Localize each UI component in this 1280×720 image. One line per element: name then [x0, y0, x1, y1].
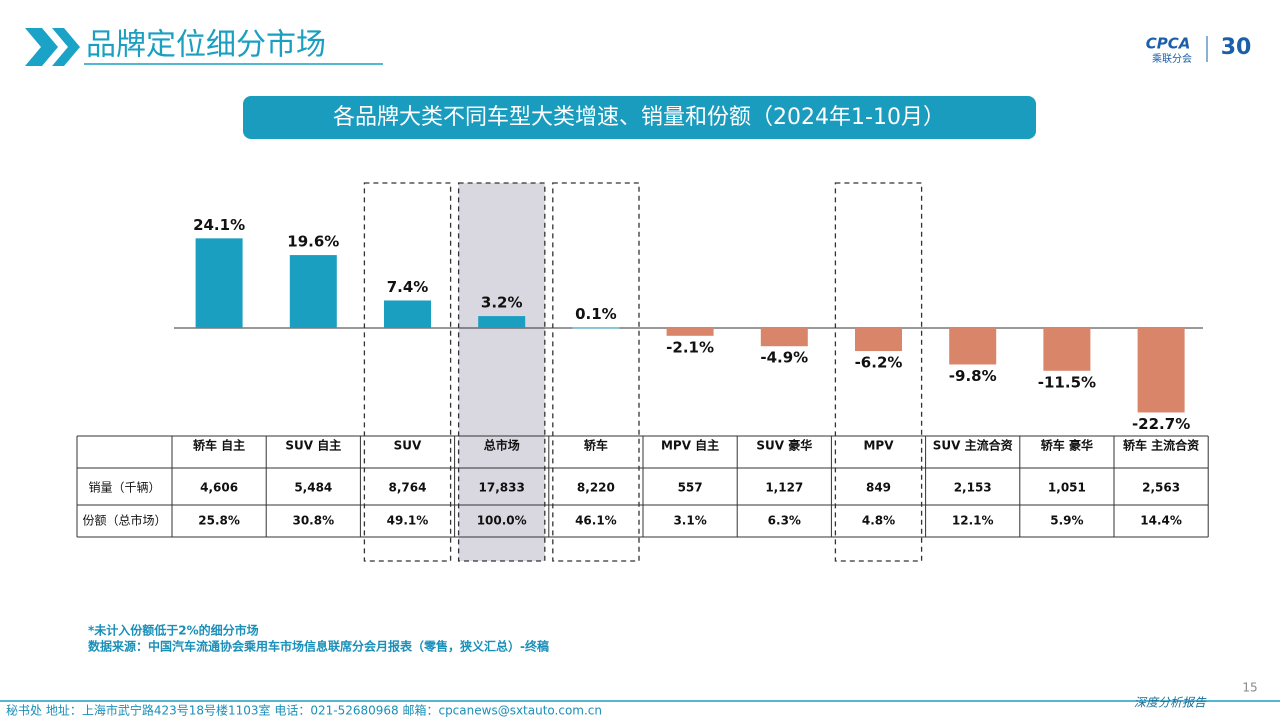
- note: 数据来源：中国汽车流通协会乘用车市场信息联席分会月报表（零售，狭义汇总）-终稿: [88, 639, 549, 654]
- bar: [384, 300, 431, 328]
- anniversary: 30: [1221, 35, 1252, 60]
- table-cell: 1,051: [1048, 481, 1086, 495]
- table-cell: 557: [678, 481, 703, 495]
- value-label: -22.7%: [1132, 415, 1190, 433]
- highlight-box: [552, 182, 640, 562]
- table-cell: 100.0%: [477, 514, 527, 528]
- table-cell: 3.1%: [673, 514, 706, 528]
- bar: [289, 255, 337, 328]
- table-cell: 25.8%: [198, 514, 240, 528]
- column-header: MPV 自主: [661, 438, 719, 453]
- table-cell: 17,833: [479, 481, 525, 495]
- table-cell: 5.9%: [1050, 514, 1083, 528]
- chevron-icon: [25, 28, 80, 66]
- footer-address: 秘书处 地址：上海市武宁路423号18号楼1103室 电话：021-526809…: [6, 703, 602, 718]
- column-header: SUV: [394, 439, 422, 453]
- table-cell: 12.1%: [952, 514, 994, 528]
- column-header: SUV 主流合资: [933, 438, 1013, 453]
- logo-sub: 乘联分会: [1152, 52, 1192, 65]
- table-cell: 8,764: [389, 481, 427, 495]
- table-cell: 46.1%: [575, 514, 617, 528]
- table-cell: 5,484: [294, 481, 332, 495]
- table-cell: 8,220: [577, 481, 615, 495]
- column-header: 轿车 主流合资: [1123, 438, 1199, 453]
- table-cell: 2,153: [954, 481, 992, 495]
- value-label: 19.6%: [287, 233, 339, 251]
- page-title: 品牌定位细分市场: [86, 28, 326, 63]
- table-cell: 14.4%: [1140, 514, 1182, 528]
- bar: [666, 328, 714, 336]
- column-header: 总市场: [484, 438, 520, 453]
- value-label: 7.4%: [387, 278, 429, 296]
- note: *未计入份额低于2%的细分市场: [88, 623, 259, 638]
- table-cell: 849: [866, 481, 891, 495]
- page-number: 15: [1242, 681, 1257, 695]
- value-label: -11.5%: [1038, 373, 1096, 391]
- value-label: 0.1%: [575, 305, 617, 323]
- column-header: SUV 自主: [285, 438, 341, 453]
- bar: [760, 328, 808, 347]
- bar: [478, 316, 526, 328]
- table-cell: 4.8%: [862, 514, 895, 528]
- highlight-box: [834, 182, 923, 562]
- shaded-highlight: [457, 182, 546, 562]
- table-cell: 30.8%: [292, 514, 334, 528]
- highlight-box: [363, 182, 452, 562]
- column-header: 轿车 自主: [193, 438, 245, 453]
- value-label: -9.8%: [949, 367, 997, 385]
- value-label: -6.2%: [855, 354, 903, 372]
- value-label: 24.1%: [193, 216, 245, 234]
- column-header: MPV: [863, 439, 894, 453]
- table-cell: 49.1%: [387, 514, 429, 528]
- table-cell: 6.3%: [768, 514, 801, 528]
- bar: [1043, 328, 1091, 371]
- table-cell: 4,606: [200, 481, 238, 495]
- column-header: 轿车: [584, 438, 608, 453]
- table-cell: 1,127: [765, 481, 803, 495]
- row-label: 份额（总市场）: [82, 513, 166, 528]
- value-label: 3.2%: [481, 294, 523, 312]
- bar: [855, 328, 902, 352]
- column-header: 轿车 豪华: [1041, 438, 1093, 453]
- value-label: -4.9%: [760, 349, 808, 367]
- bar: [572, 327, 620, 329]
- row-label: 销量（千辆）: [88, 481, 160, 495]
- bar: [195, 238, 243, 328]
- subtitle-box: [243, 96, 1036, 139]
- logo: CPCA: [1146, 35, 1191, 53]
- chart-title: 各品牌大类不同车型大类增速、销量和份额（2024年1-10月）: [333, 105, 945, 130]
- column-header: SUV 豪华: [756, 438, 812, 453]
- chart: 24.1% 19.6% 7.4% 3.2% 0.1% -2.1% -4.9% -6.2% -9.…: [76, 182, 1209, 562]
- table-cell: 2,563: [1142, 481, 1180, 495]
- bar: [1137, 328, 1185, 413]
- footer-tag: 深度分析报告: [1134, 696, 1207, 710]
- value-label: -2.1%: [666, 338, 714, 356]
- bar: [949, 328, 997, 365]
